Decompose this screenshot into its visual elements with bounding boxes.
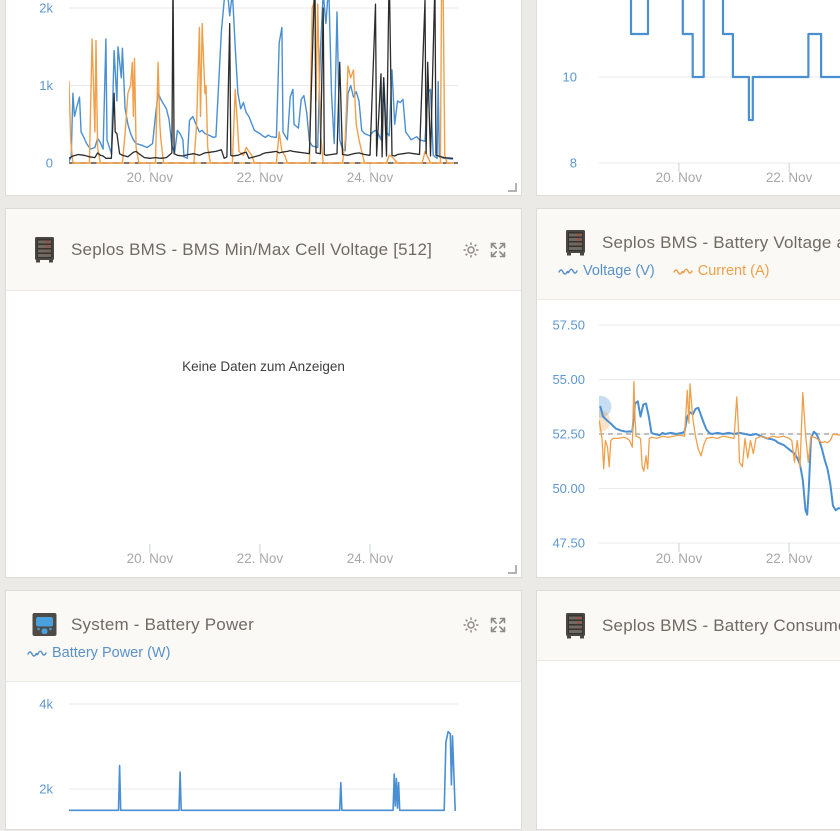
svg-text:20. Nov: 20. Nov: [127, 551, 174, 566]
svg-text:24. Nov: 24. Nov: [347, 170, 394, 185]
svg-text:22. Nov: 22. Nov: [237, 551, 284, 566]
panel-power-overview: 2k 1k 0 20. Nov 22. Nov 24. Nov: [5, 0, 522, 196]
resize-handle[interactable]: [508, 183, 517, 192]
top-right-step-chart[interactable]: 10 8 20. Nov 22. Nov: [537, 0, 840, 196]
svg-text:20. Nov: 20. Nov: [656, 170, 703, 185]
bms-device-icon: [562, 229, 589, 256]
panel-header: Seplos BMS - Battery Consume: [537, 591, 840, 661]
panel-title: Seplos BMS - Battery Consume: [602, 615, 840, 635]
legend-label: Current (A): [697, 263, 770, 279]
expand-button[interactable]: [489, 616, 507, 634]
gx-device-icon: [31, 611, 58, 638]
svg-text:24. Nov: 24. Nov: [347, 551, 394, 566]
legend-label: Battery Power (W): [52, 645, 171, 661]
svg-text:22. Nov: 22. Nov: [766, 551, 813, 566]
panel-header: Seplos BMS - Battery Voltage a Voltage (…: [537, 209, 840, 300]
svg-text:10: 10: [563, 70, 577, 85]
legend-label: Voltage (V): [583, 263, 655, 279]
svg-text:22. Nov: 22. Nov: [766, 170, 813, 185]
settings-gear-button[interactable]: [462, 241, 480, 259]
svg-text:0: 0: [46, 156, 53, 171]
panel-battery-consumed: Seplos BMS - Battery Consume: [536, 590, 840, 830]
panel-header: Seplos BMS - BMS Min/Max Cell Voltage [5…: [6, 209, 521, 291]
wave-icon: [673, 265, 693, 277]
svg-text:52.50: 52.50: [552, 427, 585, 442]
wave-icon: [558, 265, 578, 277]
svg-text:57.50: 57.50: [552, 318, 585, 333]
panel-header: System - Battery Power Battery Power (W): [6, 591, 521, 682]
svg-text:22. Nov: 22. Nov: [237, 170, 284, 185]
expand-button[interactable]: [489, 241, 507, 259]
bms-device-icon: [31, 236, 58, 263]
power-overview-chart[interactable]: 2k 1k 0 20. Nov 22. Nov 24. Nov: [6, 0, 523, 196]
svg-text:47.50: 47.50: [552, 536, 585, 551]
svg-text:2k: 2k: [39, 1, 53, 16]
panel-title: Seplos BMS - Battery Voltage a: [602, 232, 840, 252]
svg-text:55.00: 55.00: [552, 372, 585, 387]
legend-battery-power[interactable]: Battery Power (W): [27, 645, 170, 661]
wave-icon: [27, 647, 47, 659]
no-data-message: Keine Daten zum Anzeigen: [182, 359, 345, 374]
panel-title: Seplos BMS - BMS Min/Max Cell Voltage [5…: [71, 239, 433, 259]
legend-voltage[interactable]: Voltage (V): [558, 263, 655, 279]
svg-text:20. Nov: 20. Nov: [656, 551, 703, 566]
resize-handle[interactable]: [508, 565, 517, 574]
svg-text:8: 8: [570, 156, 577, 171]
panel-title: System - Battery Power: [71, 614, 254, 634]
panel-system-battery-power: System - Battery Power Battery Power (W)…: [5, 590, 522, 830]
legend-current[interactable]: Current (A): [673, 263, 770, 279]
svg-text:2k: 2k: [39, 782, 53, 797]
svg-text:4k: 4k: [39, 697, 53, 712]
settings-gear-button[interactable]: [462, 616, 480, 634]
svg-text:20. Nov: 20. Nov: [127, 170, 174, 185]
panel-battery-voltage-current: Seplos BMS - Battery Voltage a Voltage (…: [536, 208, 840, 578]
panel-top-right-chart: 10 8 20. Nov 22. Nov: [536, 0, 840, 196]
panel-bms-minmax-cell-voltage: Seplos BMS - BMS Min/Max Cell Voltage [5…: [5, 208, 522, 578]
svg-text:1k: 1k: [39, 78, 53, 93]
bms-device-icon: [562, 612, 589, 639]
svg-text:50.00: 50.00: [552, 481, 585, 496]
